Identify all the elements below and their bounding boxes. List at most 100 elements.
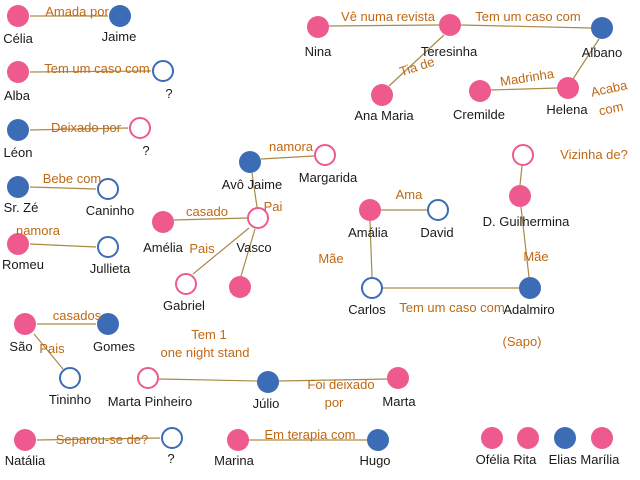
relation-label-separou-se-de: Separou-se de?: [55, 432, 149, 447]
person-node-leon: [7, 119, 29, 141]
relation-label-mae-amalia: Mãe: [318, 251, 344, 266]
person-name-ofelia-rita: Ofélia Rita: [475, 452, 537, 467]
person-node-gabriel: [175, 273, 197, 295]
person-name-julio: Júlio: [252, 396, 280, 411]
relation-label-one-night-stand: one night stand: [160, 345, 250, 360]
person-name-jaime: Jaime: [101, 29, 137, 44]
person-node-amalia: [359, 199, 381, 221]
relationship-line-avojaime-vasco: [251, 172, 258, 208]
person-node-leon-unknown: [129, 117, 151, 139]
person-name-gomes: Gomes: [93, 339, 135, 354]
person-node-carlos: [361, 277, 383, 299]
person-name-caninho: Caninho: [85, 203, 135, 218]
person-name-amalia: Amália: [348, 225, 388, 240]
person-name-marta: Marta: [382, 394, 416, 409]
person-node-teresinha: [439, 14, 461, 36]
person-node-marina: [227, 429, 249, 451]
person-name-leon: Léon: [3, 145, 33, 160]
person-node-child: [229, 276, 251, 298]
relation-label-tem-um-caso-com-albano: Tem um caso com: [475, 9, 581, 24]
relationship-line-albano-helena: [572, 38, 600, 80]
relationship-line-romeu-jullieta: [29, 243, 97, 248]
relation-label-mae-guilhermina: Mãe: [523, 249, 549, 264]
person-name-cremilde: Cremilde: [452, 107, 506, 122]
relationship-line-cremilde-helena: [490, 87, 558, 91]
person-name-natalia-unknown: ?: [167, 451, 175, 466]
relation-label-foi-deixado-por: por: [324, 395, 344, 410]
person-name-albano: Albano: [581, 45, 623, 60]
relationship-line-julio-marta: [278, 378, 388, 382]
relation-label-ve-numa-revista: Vê numa revista: [341, 9, 435, 24]
relation-label-tem-um-caso-com-alba: Tem um caso com: [44, 61, 150, 76]
relation-label-sapo: (Sapo): [502, 334, 542, 349]
person-node-rita: [517, 427, 539, 449]
relation-label-namora-avo: namora: [268, 139, 314, 154]
person-name-leon-unknown: ?: [142, 143, 150, 158]
person-node-elias: [554, 427, 576, 449]
person-node-alba: [7, 61, 29, 83]
person-node-vasco: [247, 207, 269, 229]
person-name-alba: Alba: [3, 88, 31, 103]
person-node-marta: [387, 367, 409, 389]
person-node-vizinha: [512, 144, 534, 166]
person-node-alba-unknown: [152, 60, 174, 82]
person-name-ana-maria: Ana Maria: [354, 108, 414, 123]
relation-label-bebe-com: Bebe com: [42, 171, 102, 186]
relationship-line-leon-unknown: [29, 127, 129, 131]
relationship-line-teresinha-anamaria: [388, 34, 445, 87]
person-node-hugo: [367, 429, 389, 451]
relationship-line-vizinha-guilhermina: [519, 165, 523, 186]
person-node-marilia: [591, 427, 613, 449]
relation-label-em-terapia-com: Em terapia com: [264, 427, 356, 442]
relation-label-casados: casados: [52, 308, 102, 323]
person-name-d-guilhermina: D. Guilhermina: [482, 214, 570, 229]
person-node-natalia-unknown: [161, 427, 183, 449]
person-name-romeu: Romeu: [2, 257, 44, 272]
relationship-line-amalia-carlos: [369, 220, 373, 278]
person-name-teresinha: Teresinha: [420, 44, 478, 59]
person-node-celia: [7, 5, 29, 27]
relationship-line-avojaime-margarida: [260, 155, 315, 160]
relation-label-casado: casado: [186, 204, 228, 219]
person-node-margarida: [314, 144, 336, 166]
relationship-line-sao-tininho: [33, 333, 64, 370]
person-node-sao: [14, 313, 36, 335]
relationship-line-natalia-unknown: [36, 437, 161, 441]
relation-label-deixado-por: Deixado por: [50, 120, 122, 135]
person-name-nina: Nina: [304, 44, 332, 59]
relation-label-foi-deixado: Foi deixado: [307, 377, 375, 392]
person-node-d-guilhermina: [509, 185, 531, 207]
person-name-elias-marilia: Elias Marília: [548, 452, 620, 467]
person-node-romeu: [7, 233, 29, 255]
relationship-line-vasco-gabriel: [192, 227, 250, 275]
person-node-avo-jaime: [239, 151, 261, 173]
relation-label-namora-romeu: namora: [15, 223, 61, 238]
person-node-sr-ze: [7, 176, 29, 198]
relation-label-amada-por: Amada por: [45, 4, 109, 19]
person-node-albano: [591, 17, 613, 39]
person-node-caninho: [97, 178, 119, 200]
relationship-line-srze-caninho: [29, 186, 97, 190]
person-node-amelia: [152, 211, 174, 233]
relation-label-ama: Ama: [395, 187, 423, 202]
person-node-natalia: [14, 429, 36, 451]
person-name-amelia: Amélia: [143, 240, 183, 255]
person-name-marina: Marina: [214, 453, 254, 468]
person-name-celia: Célia: [3, 31, 33, 46]
relation-label-pais-amelia: Pais: [189, 241, 215, 256]
relationship-line-alba-unknown: [29, 70, 152, 73]
relationship-line-nina-teresinha: [328, 24, 440, 27]
person-name-carlos: Carlos: [348, 302, 386, 317]
person-node-helena: [557, 77, 579, 99]
relationship-line-teresinha-albano: [460, 24, 592, 29]
person-node-tininho: [59, 367, 81, 389]
person-name-alba-unknown: ?: [165, 86, 173, 101]
relationship-line-vasco-child: [240, 228, 256, 277]
person-node-jullieta: [97, 236, 119, 258]
person-name-gabriel: Gabriel: [163, 298, 205, 313]
person-node-marta-pinheiro: [137, 367, 159, 389]
relationship-line-martapinheiro-julio: [158, 378, 258, 382]
person-name-sao: São: [9, 339, 33, 354]
person-node-julio: [257, 371, 279, 393]
